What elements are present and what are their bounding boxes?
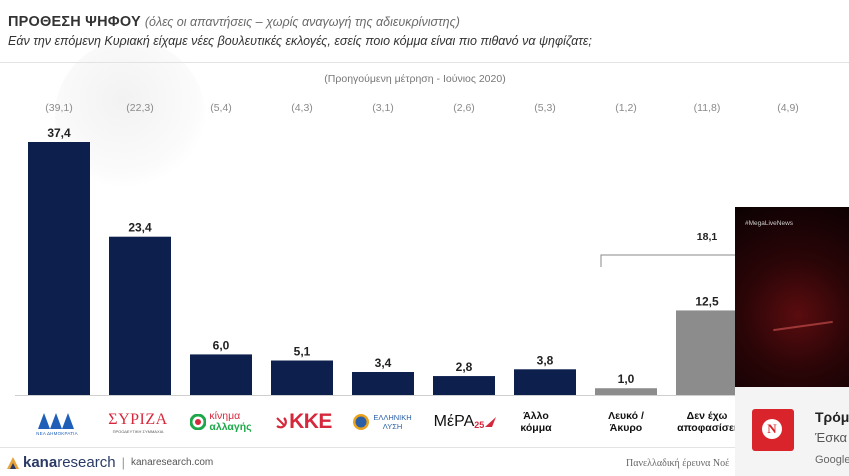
bar-2: [109, 236, 171, 395]
bar-9: [676, 310, 738, 395]
video-player[interactable]: #MegaLiveNews: [735, 207, 849, 387]
value-label: 2,8: [456, 360, 473, 374]
value-label: 3,4: [375, 356, 392, 370]
top-divider: [0, 62, 849, 63]
kke-logo: ΚΚΕ: [268, 405, 338, 439]
bottom-divider: [0, 447, 849, 448]
brand-name-b: research: [57, 454, 116, 471]
bracket-total-label: 18,1: [697, 231, 718, 243]
previous-value-label: (5,4): [210, 102, 232, 114]
other-party-label-1: Άλλο: [523, 410, 549, 422]
footer-url: kanaresearch.com: [130, 457, 214, 468]
previous-value-label: (22,3): [126, 102, 153, 114]
syriza-logo-sub: ΠΡΟΟΔΕΥΤΙΚΗ ΣΥΜΜΑΧΙΑ: [112, 428, 164, 434]
footer-separator: |: [121, 455, 125, 470]
undecided-label-2: αποφασίσει: [677, 422, 737, 434]
kinal-logo-text-2: αλλαγής: [209, 421, 252, 433]
syriza-logo: ΣΥΡΙΖΑ ΠΡΟΟΔΕΥΤΙΚΗ ΣΥΜΜΑΧΙΑ: [103, 405, 173, 439]
kke-logo-text: ΚΚΕ: [289, 410, 332, 433]
news-app-icon: N: [752, 409, 794, 451]
hammer-sickle-icon: [276, 417, 287, 429]
value-label: 1,0: [618, 372, 635, 386]
previous-value-label: (11,8): [694, 102, 721, 114]
mera25-logo-text: ΜέΡΑ: [433, 413, 475, 430]
bar-3: [190, 354, 252, 395]
nd-logo-text: ΝΕΑ ΔΗΜΟΚΡΑΤΙΑ: [36, 430, 78, 436]
title-note: (όλες οι απαντήσεις – χωρίς αναγωγή της …: [144, 15, 460, 29]
question-text: Εάν την επόμενη Κυριακή είχαμε νέες βουλ…: [8, 34, 592, 48]
value-label: 37,4: [47, 126, 71, 140]
previous-value-label: (1,2): [615, 102, 637, 114]
kinal-logo: κίνημα αλλαγής: [184, 405, 258, 439]
bar-7: [514, 369, 576, 395]
title-main: ΠΡΟΘΕΣΗ ΨΗΦΟΥ: [8, 14, 141, 30]
previous-value-label: (39,1): [45, 102, 72, 114]
value-label: 3,8: [537, 353, 554, 367]
grouping-bracket: [600, 254, 760, 267]
elliniki-lysi-logo: ΕΛΛΗΝΙΚΗ ΛΥΣΗ: [346, 405, 418, 439]
video-frame-detail: [773, 320, 833, 332]
previous-value-label: (2,6): [453, 102, 475, 114]
mera25-arrow-icon: [485, 417, 497, 427]
kana-logo-icon: [6, 456, 20, 470]
nd-logo: ΝΕΑ ΔΗΜΟΚΡΑΤΙΑ: [22, 405, 92, 439]
bar-6: [433, 376, 495, 395]
blank-invalid-label-1: Λευκό /: [608, 410, 644, 422]
value-label: 6,0: [213, 338, 230, 352]
brand-name-a: kana: [23, 454, 58, 471]
chart-title: ΠΡΟΘΕΣΗ ΨΗΦΟΥ (όλες οι απαντήσεις – χωρίς…: [8, 14, 460, 30]
bar-8: [595, 388, 657, 395]
value-label: 12,5: [695, 294, 719, 308]
other-party-label: Άλλο κόμμα: [512, 405, 560, 439]
syriza-logo-text: ΣΥΡΙΖΑ: [108, 410, 168, 428]
previous-measurement-note: (Προηγούμενη μέτρηση - Ιούνιος 2020): [324, 73, 506, 85]
bar-5: [352, 372, 414, 395]
blank-invalid-label-2: Άκυρο: [609, 422, 643, 434]
previous-value-label: (4,9): [777, 102, 799, 114]
value-label: 5,1: [294, 345, 311, 359]
elliniki-lysi-text-2: ΛΥΣΗ: [382, 422, 403, 431]
undecided-label: Δεν έχω αποφασίσει: [672, 405, 742, 439]
bar-4: [271, 360, 333, 395]
elliniki-lysi-emblem-icon: [353, 414, 370, 430]
blank-invalid-label: Λευκό / Άκυρο: [594, 405, 658, 439]
other-party-label-2: κόμμα: [520, 422, 552, 434]
mera25-logo-num: 25: [474, 420, 485, 430]
nd-emblem-icon: [38, 412, 74, 429]
value-label: 23,4: [128, 221, 152, 235]
survey-note: Πανελλαδική έρευνα Νοέ: [626, 458, 730, 469]
news-card-title: Τρόμ: [815, 409, 849, 425]
undecided-label-1: Δεν έχω: [686, 410, 728, 422]
bar-1: [28, 142, 90, 395]
previous-value-label: (4,3): [291, 102, 313, 114]
news-card-subtitle: Έσκα: [815, 430, 848, 445]
previous-value-label: (5,3): [534, 102, 556, 114]
news-card-source: Google: [815, 454, 849, 466]
kinal-emblem-icon: [190, 414, 207, 430]
news-card[interactable]: N Τρόμ Έσκα Google: [735, 387, 849, 476]
elliniki-lysi-text-1: ΕΛΛΗΝΙΚΗ: [373, 413, 412, 422]
footer-brand: kanaresearch | kanaresearch.com: [6, 454, 213, 471]
previous-value-label: (3,1): [372, 102, 394, 114]
mera25-logo: ΜέΡΑ 25: [430, 405, 502, 439]
video-tag: #MegaLiveNews: [745, 220, 794, 227]
kinal-logo-text-1: κίνημα: [209, 410, 241, 422]
